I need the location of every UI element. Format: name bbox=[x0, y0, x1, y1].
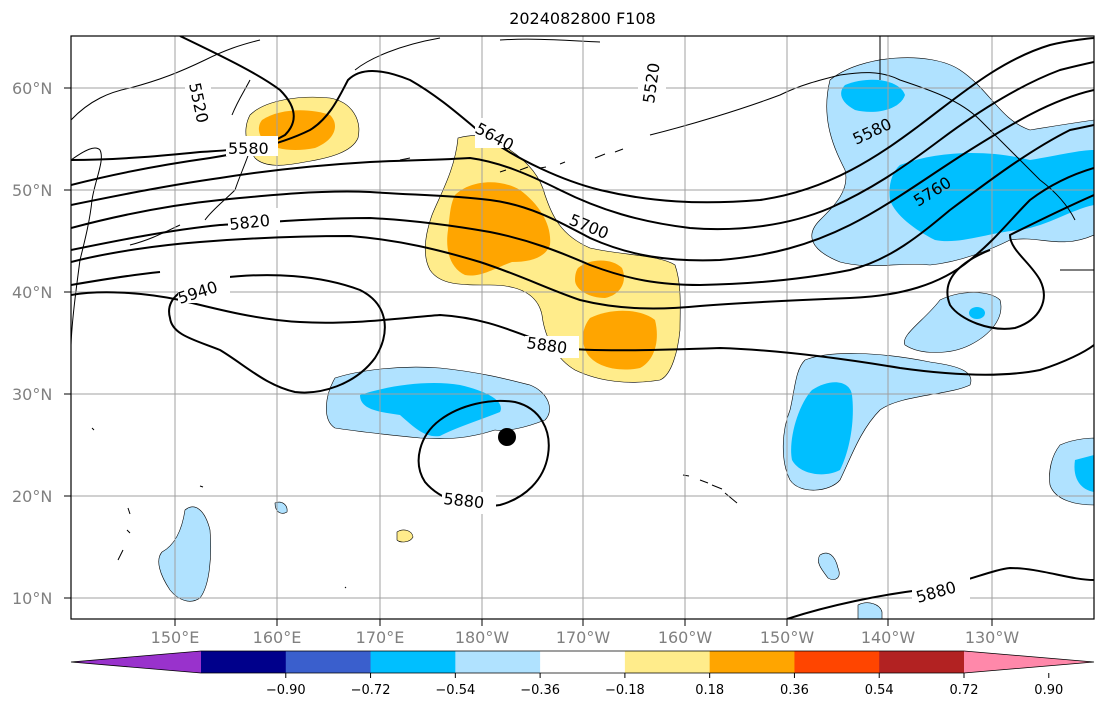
contour-5580-west bbox=[71, 37, 1094, 204]
lon-tick-130w: 130°W bbox=[965, 628, 1020, 647]
colorbar: −0.90 −0.72 −0.54 −0.36 −0.18 0.18 0.36 0.54 0.7… bbox=[70, 650, 1095, 698]
lat-tick-20: 20°N bbox=[12, 487, 52, 506]
map-title: 2024082800 F108 bbox=[509, 9, 656, 28]
negative-core-far-east bbox=[1074, 455, 1094, 492]
lon-tick-160e: 160°E bbox=[253, 628, 302, 647]
colorbar-bin bbox=[285, 651, 372, 673]
positive-core-central-mid bbox=[575, 260, 625, 298]
storm-center-dot bbox=[498, 428, 516, 446]
shaded-anomaly-field bbox=[158, 57, 1094, 619]
colorbar-bin bbox=[794, 651, 880, 673]
contour-5880-ridge bbox=[71, 194, 1094, 330]
colorbar-label: −0.18 bbox=[605, 683, 645, 698]
contour-label-5820: 5820 bbox=[228, 211, 270, 234]
lon-tick-180w: 180°W bbox=[455, 628, 510, 647]
positive-core-central-south bbox=[582, 310, 657, 370]
colorbar-label: 0.72 bbox=[950, 683, 979, 698]
contour-5820 bbox=[71, 167, 1094, 310]
contour-5700 bbox=[71, 89, 1094, 262]
asia-coast bbox=[71, 39, 261, 346]
lon-tick-140w: 140°W bbox=[861, 628, 916, 647]
islands-aleutian bbox=[399, 148, 624, 173]
negative-area-small bbox=[904, 292, 1002, 353]
colorbar-bin bbox=[370, 651, 456, 673]
negative-core-central bbox=[360, 383, 501, 437]
colorbar-label: 0.54 bbox=[865, 683, 894, 698]
positive-core-central-north bbox=[447, 182, 551, 276]
lat-tick-10: 10°N bbox=[12, 589, 52, 608]
negative-area-far-east bbox=[1049, 437, 1094, 506]
colorbar-bin bbox=[709, 651, 795, 673]
colorbar-label: 0.36 bbox=[780, 683, 809, 698]
colorbar-bin bbox=[624, 651, 711, 673]
positive-area-small bbox=[396, 529, 414, 543]
negative-area-southwest bbox=[158, 506, 211, 602]
negative-core-east bbox=[791, 382, 853, 475]
contour-5640 bbox=[71, 61, 1094, 231]
colorbar-extend-low bbox=[71, 651, 201, 673]
colorbar-bin bbox=[201, 651, 287, 673]
colorbar-extend-high bbox=[964, 651, 1094, 673]
lat-tick-40: 40°N bbox=[12, 283, 52, 302]
colorbar-bin bbox=[455, 651, 541, 673]
lon-tick-170e: 170°E bbox=[356, 628, 405, 647]
lat-tick-30: 30°N bbox=[12, 385, 52, 404]
islands-pacific bbox=[91, 427, 347, 589]
contour-labels: 5520 5580 5640 5700 5820 5940 5880 5880 … bbox=[175, 48, 970, 607]
colorbar-outline bbox=[70, 650, 1095, 674]
lat-tick-60: 60°N bbox=[12, 79, 52, 98]
lat-tick-50: 50°N bbox=[12, 181, 52, 200]
lon-tick-150w: 150°W bbox=[760, 628, 815, 647]
contour-5520-west bbox=[71, 36, 295, 161]
lon-tick-170w: 170°W bbox=[556, 628, 611, 647]
colorbar-label: −0.72 bbox=[351, 683, 391, 698]
height-contours bbox=[71, 36, 1094, 619]
negative-core-small bbox=[969, 307, 985, 319]
colorbar-label: −0.36 bbox=[520, 683, 560, 698]
colorbar-label: 0.90 bbox=[1034, 683, 1063, 698]
lon-tick-160w: 160°W bbox=[658, 628, 713, 647]
colorbar-label: 0.18 bbox=[695, 683, 724, 698]
colorbar-label: −0.90 bbox=[266, 683, 306, 698]
colorbar-label: −0.54 bbox=[435, 683, 475, 698]
lon-axis: 150°E 160°E 170°E 180°W 170°W 160°W 150°… bbox=[151, 619, 1020, 647]
colorbar-bin bbox=[540, 651, 626, 673]
contour-label-5580-west: 5580 bbox=[228, 139, 269, 158]
contour-5880-storm bbox=[417, 399, 550, 508]
islands-hawaii bbox=[682, 474, 738, 504]
lat-axis: 10°N 20°N 30°N 40°N 50°N 60°N bbox=[12, 79, 71, 608]
alaska-coast bbox=[354, 36, 1094, 271]
lon-tick-150e: 150°E bbox=[151, 628, 200, 647]
colorbar-bin bbox=[879, 651, 965, 673]
contour-label-5880-storm: 5880 bbox=[443, 489, 485, 512]
